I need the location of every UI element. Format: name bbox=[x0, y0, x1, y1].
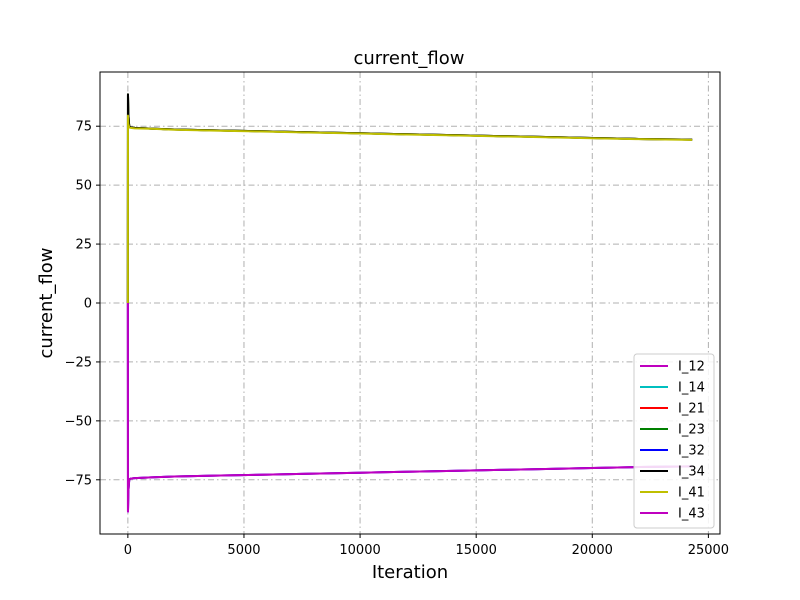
axis-ticks: 0 5000 10000 15000 20000 25000 −75 −50 −25 0 25 50 7… bbox=[65, 120, 730, 558]
y-tick-label: −50 bbox=[65, 414, 92, 429]
x-tick-label: 20000 bbox=[572, 543, 613, 558]
legend-label: I_43 bbox=[678, 507, 705, 522]
x-tick-label: 15000 bbox=[456, 543, 497, 558]
legend-label: I_34 bbox=[678, 465, 705, 480]
y-tick-label: 25 bbox=[75, 238, 92, 253]
series-lines bbox=[126, 93, 693, 513]
legend-box bbox=[633, 353, 715, 529]
y-axis-label: current_flow bbox=[36, 247, 57, 358]
y-tick-label: 50 bbox=[75, 179, 92, 194]
legend-label: I_32 bbox=[678, 444, 705, 459]
series-line-i-41 bbox=[126, 114, 693, 304]
legend: I_12 I_14 I_21 I_23 I_32 I_34 I_41 I_43 bbox=[633, 353, 715, 529]
x-tick-label: 0 bbox=[124, 543, 132, 558]
legend-label: I_21 bbox=[678, 402, 705, 417]
series-line-i-43 bbox=[126, 302, 693, 513]
x-axis-label: Iteration bbox=[372, 562, 448, 583]
x-tick-label: 25000 bbox=[688, 543, 729, 558]
x-tick-label: 5000 bbox=[227, 543, 260, 558]
legend-label: I_12 bbox=[678, 360, 705, 375]
legend-label: I_14 bbox=[678, 381, 705, 396]
y-tick-label: 0 bbox=[84, 297, 92, 312]
x-tick-label: 10000 bbox=[339, 543, 380, 558]
chart-title: current_flow bbox=[353, 48, 464, 69]
legend-label: I_23 bbox=[678, 423, 705, 438]
y-tick-label: −75 bbox=[65, 473, 92, 488]
y-tick-label: −25 bbox=[65, 355, 92, 370]
y-tick-label: 75 bbox=[75, 120, 92, 135]
legend-label: I_41 bbox=[678, 486, 705, 501]
